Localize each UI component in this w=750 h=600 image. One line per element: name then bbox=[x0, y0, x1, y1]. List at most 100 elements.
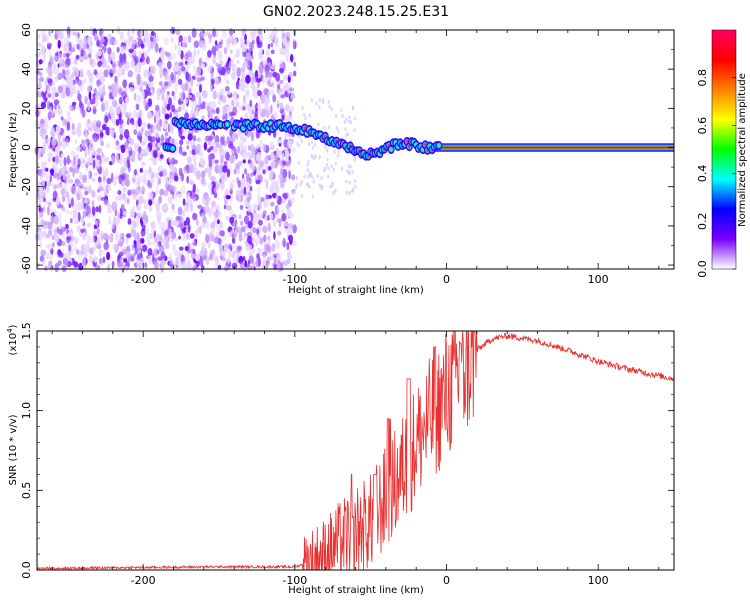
noise-dot bbox=[262, 76, 268, 84]
noise-dot bbox=[276, 99, 280, 105]
noise-dot bbox=[218, 50, 222, 58]
noise-dot bbox=[47, 89, 51, 95]
noise-dot bbox=[40, 101, 47, 109]
noise-dot bbox=[77, 211, 81, 222]
noise-dot bbox=[230, 49, 233, 54]
noise-dot bbox=[178, 35, 183, 43]
noise-dot bbox=[96, 195, 102, 202]
noise-dot bbox=[273, 35, 279, 45]
noise-dot bbox=[165, 230, 170, 236]
noise-dot bbox=[187, 94, 193, 99]
noise-dot bbox=[278, 89, 282, 96]
noise-dot bbox=[36, 181, 41, 187]
noise-dot bbox=[54, 92, 59, 98]
noise-dot bbox=[60, 90, 66, 99]
noise-dot bbox=[236, 67, 241, 78]
noise-dot bbox=[310, 98, 314, 103]
noise-dot bbox=[74, 58, 78, 65]
noise-dot bbox=[167, 55, 172, 60]
noise-dot bbox=[244, 60, 248, 68]
noise-dot bbox=[305, 182, 309, 187]
noise-dot bbox=[331, 183, 334, 188]
noise-dot bbox=[300, 179, 303, 184]
noise-dot bbox=[157, 177, 161, 185]
noise-dot bbox=[213, 211, 216, 217]
noise-dot bbox=[231, 99, 235, 107]
noise-dot bbox=[161, 51, 165, 61]
noise-dot bbox=[44, 264, 48, 272]
noise-dot bbox=[93, 255, 98, 263]
noise-dot bbox=[46, 180, 50, 189]
noise-dot bbox=[132, 109, 137, 119]
noise-dot bbox=[156, 249, 160, 255]
noise-dot bbox=[346, 169, 349, 174]
noise-dot bbox=[122, 79, 128, 88]
noise-dot bbox=[107, 203, 112, 210]
noise-dot bbox=[222, 105, 227, 113]
noise-dot bbox=[135, 93, 141, 103]
noise-dot bbox=[63, 157, 67, 167]
noise-dot bbox=[265, 197, 270, 208]
noise-dot bbox=[255, 229, 258, 236]
noise-dot bbox=[215, 141, 219, 148]
noise-dot bbox=[136, 180, 140, 190]
noise-dot bbox=[197, 204, 203, 209]
noise-dot bbox=[109, 126, 113, 136]
noise-dot bbox=[201, 170, 206, 178]
noise-dot bbox=[291, 174, 296, 181]
x-tick-label: -200 bbox=[131, 273, 156, 286]
noise-dot bbox=[77, 79, 83, 86]
noise-dot bbox=[190, 58, 196, 64]
noise-dot bbox=[317, 122, 320, 127]
noise-dot bbox=[65, 53, 70, 58]
noise-dot bbox=[72, 185, 76, 193]
noise-dot bbox=[120, 110, 123, 119]
x-tick-label: -100 bbox=[282, 574, 307, 587]
noise-dot bbox=[103, 36, 108, 47]
noise-dot bbox=[200, 221, 207, 229]
noise-dot bbox=[211, 78, 215, 86]
noise-dot bbox=[133, 243, 137, 249]
noise-dot bbox=[218, 151, 223, 157]
noise-dot bbox=[91, 189, 95, 198]
noise-dot bbox=[41, 179, 46, 186]
noise-dot bbox=[243, 144, 248, 150]
colorbar-tick-label: 0.4 bbox=[696, 165, 709, 183]
noise-dot bbox=[133, 194, 137, 201]
noise-dot bbox=[63, 36, 70, 45]
noise-dot bbox=[159, 68, 164, 77]
noise-dot bbox=[343, 120, 346, 125]
noise-dot bbox=[224, 85, 230, 92]
noise-dot bbox=[215, 209, 219, 218]
noise-dot bbox=[196, 143, 201, 151]
noise-dot bbox=[297, 143, 300, 148]
noise-dot bbox=[311, 175, 314, 180]
noise-dot bbox=[101, 140, 104, 146]
noise-dot bbox=[89, 98, 96, 105]
noise-dot bbox=[210, 249, 215, 256]
noise-dot bbox=[184, 35, 187, 43]
noise-dot bbox=[87, 101, 91, 111]
noise-dot bbox=[320, 176, 323, 180]
noise-dot bbox=[219, 230, 225, 237]
noise-dot bbox=[93, 224, 97, 230]
noise-dot bbox=[247, 204, 253, 213]
noise-dot bbox=[106, 251, 110, 261]
noise-dot bbox=[326, 148, 329, 153]
noise-dot bbox=[43, 197, 46, 203]
noise-dot bbox=[178, 246, 184, 251]
noise-dot bbox=[158, 81, 163, 87]
noise-dot bbox=[326, 174, 330, 179]
noise-dot bbox=[123, 258, 128, 263]
y-tick-label: 1.5 bbox=[20, 322, 33, 340]
noise-dot bbox=[87, 171, 90, 180]
noise-dot bbox=[320, 186, 324, 191]
noise-dot bbox=[250, 146, 257, 156]
noise-dot bbox=[133, 129, 138, 136]
noise-dot bbox=[318, 155, 321, 160]
noise-dot bbox=[133, 92, 137, 101]
noise-dot bbox=[257, 89, 262, 97]
noise-dot bbox=[292, 240, 297, 247]
noise-dot bbox=[290, 92, 296, 100]
noise-dot bbox=[93, 108, 97, 114]
